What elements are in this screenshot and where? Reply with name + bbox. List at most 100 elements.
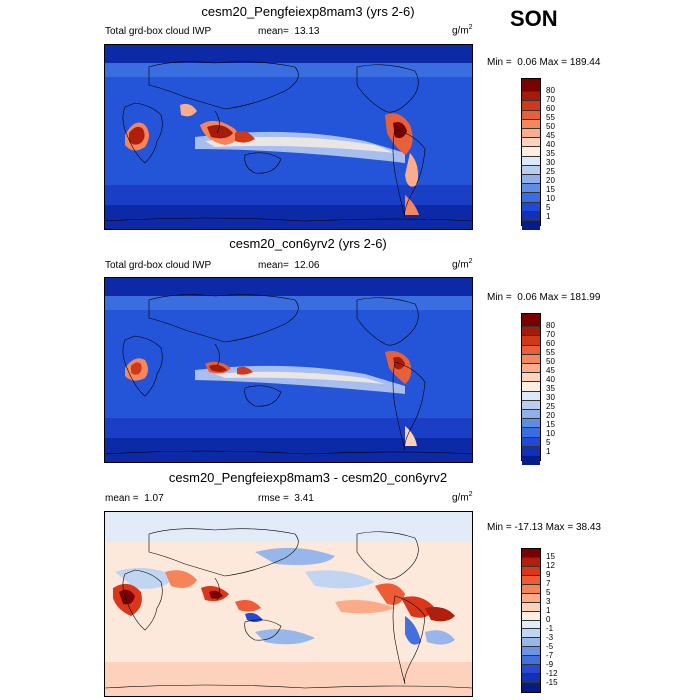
panel3-min-label: Min =: [487, 522, 512, 533]
colorbar-swatch: [522, 566, 540, 576]
colorbar-tick-label: 10: [546, 429, 555, 438]
colorbar-swatch: [522, 345, 540, 355]
panel3-max-label: Max =: [545, 522, 574, 533]
units-exp: 2: [468, 258, 473, 265]
colorbar-tick-label: 1: [546, 606, 551, 615]
colorbar-tick-label: 9: [546, 570, 551, 579]
panel3-mean-label: mean =: [105, 493, 139, 504]
colorbar-swatch: [522, 220, 540, 231]
panel1-map: [104, 44, 473, 230]
season-label: SON: [510, 6, 558, 31]
colorbar-swatch: [522, 138, 540, 148]
colorbar-tick-label: 25: [546, 402, 555, 411]
units-base: g/m: [452, 25, 469, 37]
colorbar-tick-label: 80: [546, 86, 555, 95]
colorbar-tick-label: 3: [546, 597, 551, 606]
colorbar-tick-label: 45: [546, 366, 555, 375]
colorbar-swatch: [522, 79, 540, 93]
panel2-min-value: 0.06: [517, 292, 537, 303]
panel3-rmse-label: rmse =: [258, 493, 289, 504]
colorbar-tick-label: 5: [546, 588, 551, 597]
colorbar-swatch: [522, 665, 540, 675]
colorbar-tick-label: 40: [546, 375, 555, 384]
colorbar-tick-label: -12: [546, 669, 558, 678]
colorbar-tick-label: 40: [546, 140, 555, 149]
colorbar-tick-label: 30: [546, 393, 555, 402]
colorbar-swatch: [522, 419, 540, 429]
colorbar-tick-label: 50: [546, 122, 555, 131]
panel2-map: [104, 277, 473, 463]
panel2-map-svg: [105, 278, 472, 462]
colorbar-swatch: [522, 373, 540, 383]
colorbar-swatch: [522, 382, 540, 392]
colorbar-swatch: [522, 202, 540, 212]
panel2-mean: mean= 12.06: [258, 260, 319, 271]
panel1-max-value: 189.44: [569, 57, 601, 68]
colorbar-swatch: [522, 409, 540, 420]
colorbar-swatch: [522, 584, 540, 594]
colorbar-swatch: [522, 110, 540, 120]
colorbar-swatch: [522, 129, 540, 139]
panel3-map: [104, 511, 473, 697]
panel3-map-svg: [105, 512, 472, 696]
colorbar-swatch: [522, 674, 540, 684]
units-base: g/m: [452, 259, 469, 271]
panel1-units: g/m2: [452, 24, 473, 36]
panel1-max-label: Max =: [539, 57, 568, 68]
panel2-mean-value: 12.06: [294, 260, 320, 271]
panel1-colorbar: [521, 78, 541, 231]
colorbar-tick-label: 30: [546, 158, 555, 167]
panel3-colorbar: [521, 548, 541, 693]
colorbar-tick-label: -7: [546, 651, 554, 660]
colorbar-swatch: [522, 683, 540, 692]
colorbar-swatch: [522, 575, 540, 585]
colorbar-swatch: [522, 656, 540, 666]
units-exp: 2: [468, 24, 473, 31]
colorbar-tick-label: 55: [546, 348, 555, 357]
panel3-rmse: rmse = 3.41: [258, 493, 314, 504]
colorbar-swatch: [522, 437, 540, 447]
colorbar-tick-label: -9: [546, 660, 554, 669]
colorbar-swatch: [522, 92, 540, 102]
panel2-max-label: Max =: [539, 292, 568, 303]
panel3-max-value: 38.43: [575, 522, 601, 533]
panel1-min-value: 0.06: [517, 57, 537, 68]
panel1-variable-label: Total grd-box cloud IWP: [105, 26, 212, 37]
colorbar-swatch: [522, 391, 540, 401]
colorbar-tick-label: 20: [546, 176, 555, 185]
colorbar-tick-label: 50: [546, 357, 555, 366]
colorbar-swatch: [522, 647, 540, 657]
colorbar-swatch: [522, 147, 540, 157]
panel2-colorbar: [521, 313, 541, 466]
panel3-minmax: Min = -17.13 Max = 38.43: [487, 522, 601, 533]
colorbar-swatch: [522, 336, 540, 346]
panel1-mean: mean= 13.13: [258, 26, 319, 37]
colorbar-tick-label: 70: [546, 330, 555, 339]
colorbar-swatch: [522, 611, 540, 621]
units-base: g/m: [452, 492, 469, 504]
colorbar-swatch: [522, 428, 540, 438]
colorbar-swatch: [522, 620, 540, 630]
panel2-min-label: Min =: [487, 292, 512, 303]
colorbar-swatch: [522, 638, 540, 648]
panel1-mean-label: mean=: [258, 26, 289, 37]
panel2-minmax: Min = 0.06 Max = 181.99: [487, 292, 600, 303]
colorbar-swatch: [522, 165, 540, 175]
colorbar-swatch: [522, 174, 540, 185]
colorbar-tick-label: 1: [546, 447, 551, 456]
panel3-min-value: -17.13: [514, 522, 543, 533]
colorbar-swatch: [522, 119, 540, 130]
colorbar-tick-label: -1: [546, 624, 554, 633]
panel2-title: cesm20_con6yrv2 (yrs 2-6): [229, 236, 387, 251]
colorbar-swatch: [522, 156, 540, 166]
panel3-rmse-value: 3.41: [294, 493, 314, 504]
colorbar-tick-label: -5: [546, 642, 554, 651]
colorbar-tick-label: 20: [546, 411, 555, 420]
panel1-minmax: Min = 0.06 Max = 189.44: [487, 57, 600, 68]
colorbar-tick-label: 35: [546, 384, 555, 393]
colorbar-swatch: [522, 193, 540, 203]
colorbar-tick-label: 5: [546, 203, 551, 212]
colorbar-tick-label: 7: [546, 579, 551, 588]
colorbar-swatch: [522, 327, 540, 337]
colorbar-swatch: [522, 557, 540, 567]
